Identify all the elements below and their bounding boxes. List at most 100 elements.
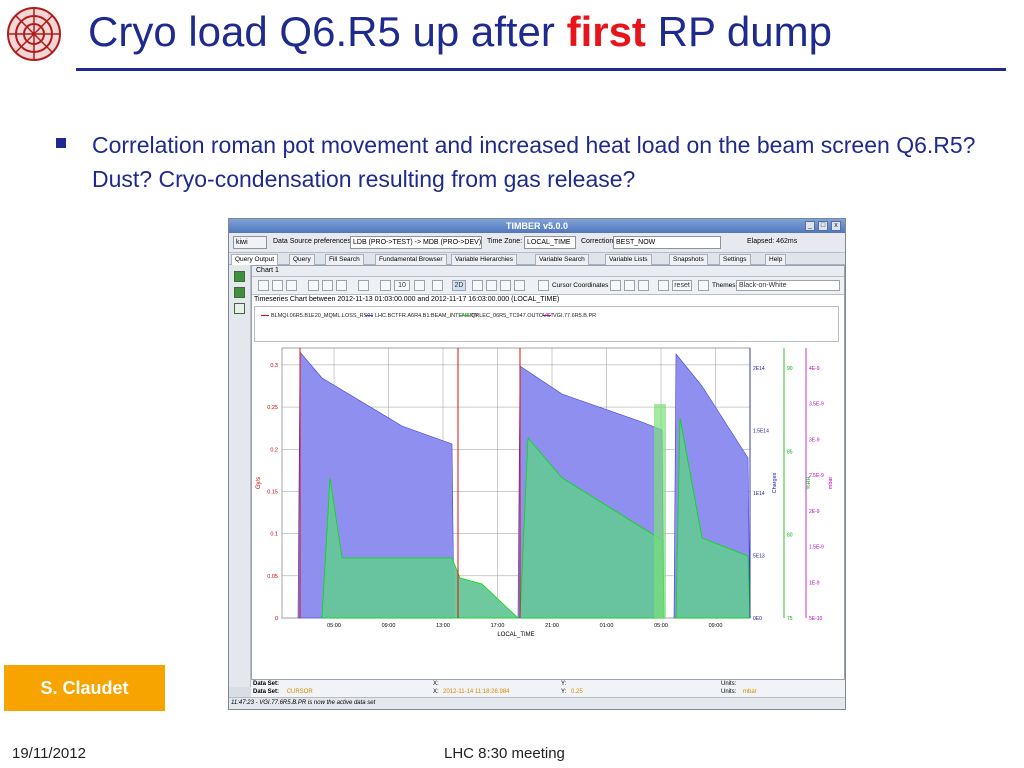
minimize-icon[interactable]: _	[805, 221, 815, 231]
legend-item-vgi: VGI.77.6R5.B.PR	[543, 313, 596, 319]
left-axis-tick-label: 0.05	[267, 574, 278, 580]
export-icon[interactable]	[286, 280, 297, 291]
x-axis-tick-label: 01:00	[600, 623, 614, 629]
data-source-select[interactable]: LDB (PRO->TEST) -> MDB (PRO->DEV)	[350, 236, 482, 249]
elapsed-time: Elapsed: 462ms	[747, 238, 798, 245]
chart-legend: BLMQI.06R5.B1E20_MQML.LOSS_RS01 LHC.BCTF…	[254, 306, 839, 342]
mbar-tick-label: 5E-10	[809, 616, 823, 622]
reset-button[interactable]: reset	[672, 280, 692, 291]
charges-tick-label: 1E14	[753, 491, 765, 497]
kiwi-button[interactable]: kiwi	[233, 236, 267, 249]
data-set-bar: Data Set: X: Y: Units: Data Set: CURSOR …	[251, 679, 845, 697]
fit-icon[interactable]	[336, 280, 347, 291]
tab-variable-search[interactable]: Variable Search	[535, 254, 589, 265]
print-icon[interactable]	[258, 280, 269, 291]
grid-toggle-icon[interactable]	[380, 280, 391, 291]
tab-fundamental-browser[interactable]: Fundamental Browser	[375, 254, 447, 265]
left-axis-tick-label: 0.25	[267, 405, 278, 411]
tab-help[interactable]: Help	[765, 254, 787, 265]
zoom-out-icon[interactable]	[322, 280, 333, 291]
legend-item-beam-intensity: LHC.BCTFR.A6R4.B1:BEAM_INTENSITY	[365, 313, 478, 319]
charges-tick-label: 2E14	[753, 366, 765, 372]
x-axis-tick-label: 05:00	[327, 623, 341, 629]
mbar-tick-label: 2E-9	[809, 509, 820, 515]
x-axis-tick-label: 21:00	[545, 623, 559, 629]
zoom-in-icon[interactable]	[610, 280, 621, 291]
mbar-tick-label: 2.5E-9	[809, 473, 824, 479]
main-toolbar: kiwi Data Source preferences: LDB (PRO->…	[229, 233, 845, 253]
humidity-trace	[321, 477, 520, 619]
humidity-trace	[675, 417, 751, 619]
columns-icon[interactable]	[432, 280, 443, 291]
copy-icon[interactable]	[272, 280, 283, 291]
zoom-icon[interactable]	[308, 280, 319, 291]
chart-window: Chart 1 10 2D Cursor Coordinates	[251, 265, 845, 687]
bullet-marker	[56, 138, 66, 148]
search-icon[interactable]	[638, 280, 649, 291]
mode-2d-button[interactable]: 2D	[452, 280, 466, 291]
data-set-row-1: Data Set: X: Y: Units:	[253, 681, 737, 687]
legend-item-tc947: QRLEC_06R5_TC947.OUTOVST	[461, 313, 554, 319]
status-bar: 11:47:23 - VGI.77.6R5.B.PR is now the ac…	[229, 697, 845, 709]
zoom-level-field[interactable]: 10	[394, 280, 410, 291]
left-axis-tick-label: 0.2	[270, 447, 278, 453]
tab-fill-search[interactable]: Fill Search	[325, 254, 364, 265]
chart-caption: Timeseries Chart between 2012-11-13 01:0…	[254, 296, 560, 303]
tab-query[interactable]: Query	[289, 254, 315, 265]
humidity-tick-label: 80	[787, 533, 793, 539]
side-toolbar	[229, 265, 251, 687]
charges-tick-label: 5E13	[753, 554, 765, 560]
footer-date: 19/11/2012	[12, 745, 86, 762]
x-axis-tick-label: 13:00	[436, 623, 450, 629]
humidity-tick-label: 85	[787, 449, 793, 455]
chart-window-header: Chart 1	[252, 266, 844, 277]
tab-variable-lists[interactable]: Variable Lists	[605, 254, 652, 265]
tab-snapshots[interactable]: Snapshots	[669, 254, 708, 265]
maximize-icon[interactable]: □	[818, 221, 828, 231]
timeseries-plot[interactable]: 0 0.05 0.1 0.15 0.2 0.25 0.3 Gy/s 05:00 09:00 13:0…	[252, 346, 844, 646]
close-icon[interactable]: x	[831, 221, 841, 231]
layout-icon[interactable]	[414, 280, 425, 291]
bullet-text: Correlation roman pot movement and incre…	[92, 132, 976, 192]
charges-tick-label: 0E0	[753, 616, 762, 622]
left-axis-tick-label: 0.15	[267, 489, 278, 495]
time-zone-select[interactable]: LOCAL_TIME	[524, 236, 576, 249]
tab-query-output[interactable]: Query Output	[231, 254, 279, 265]
mbar-tick-label: 1.5E-9	[809, 545, 824, 551]
chart-toolbar: 10 2D Cursor Coordinates reset Themes Bl…	[252, 277, 844, 295]
time-zone-label: Time Zone:	[487, 238, 523, 245]
mbar-axis-label: mbar	[828, 477, 834, 490]
area-chart-icon[interactable]	[486, 280, 497, 291]
line-chart-icon[interactable]	[472, 280, 483, 291]
left-axis-tick-label: 0	[275, 616, 278, 622]
left-axis-tick-label: 0.1	[270, 532, 278, 538]
mbar-tick-label: 3.5E-9	[809, 402, 824, 408]
x-axis-tick-label: 05:00	[654, 623, 668, 629]
cursor-checkbox-icon[interactable]	[538, 280, 549, 291]
tab-bar: Query Output Query Fill Search Fundament…	[229, 253, 845, 265]
correction-select[interactable]: BEST_NOW	[613, 236, 721, 249]
chart-window-title: Chart 1	[256, 267, 279, 274]
author-badge: S. Claudet	[4, 665, 165, 711]
fill-chart-icon[interactable]	[500, 280, 511, 291]
tab-settings[interactable]: Settings	[719, 254, 751, 265]
title-divider	[76, 68, 1006, 71]
chart-icon[interactable]	[234, 287, 245, 298]
mbar-tick-label: 3E-9	[809, 437, 820, 443]
humidity-trace	[519, 436, 665, 619]
left-axis-label: Gy/s	[256, 477, 262, 489]
themes-icon[interactable]	[698, 280, 709, 291]
zoom-reset-icon[interactable]	[624, 280, 635, 291]
refresh-icon[interactable]	[358, 280, 369, 291]
data-source-label: Data Source preferences:	[273, 238, 353, 245]
themes-select[interactable]: Black-on-White	[736, 280, 840, 291]
charges-axis-label: Charges	[772, 472, 778, 493]
pen-icon[interactable]	[658, 280, 669, 291]
legend-item-blm: BLMQI.06R5.B1E20_MQML.LOSS_RS01	[261, 313, 373, 319]
tab-variable-hierarchies[interactable]: Variable Hierarchies	[451, 254, 518, 265]
footer-meeting: LHC 8:30 meeting	[444, 745, 565, 762]
grid-icon[interactable]	[234, 303, 245, 314]
tree-icon[interactable]	[234, 271, 245, 282]
x-axis-tick-label: 09:00	[382, 623, 396, 629]
bar-chart-icon[interactable]	[514, 280, 525, 291]
